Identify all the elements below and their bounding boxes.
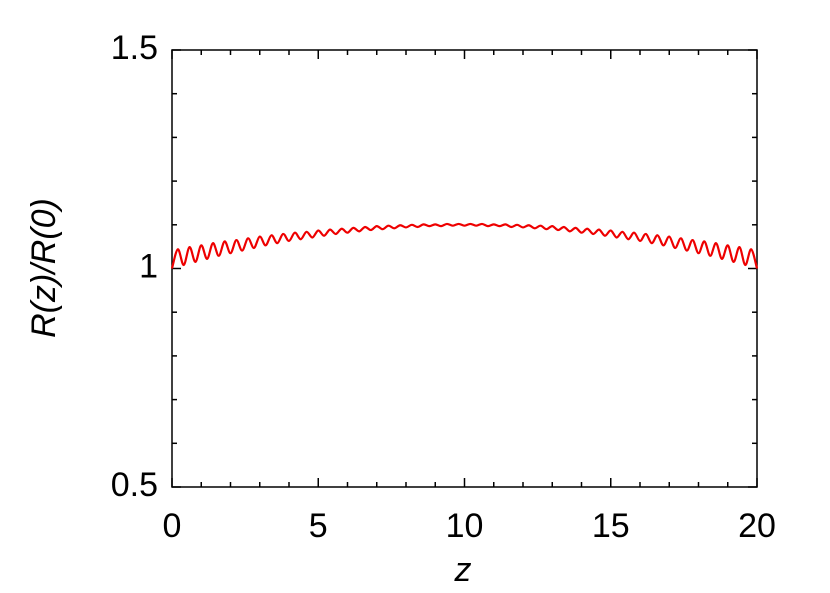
y-axis-label: R(z)/R(0)	[25, 198, 63, 338]
x-tick-label: 20	[738, 507, 776, 545]
data-line	[170, 222, 759, 269]
x-tick-label: 15	[592, 507, 630, 545]
x-axis-label: z	[454, 551, 472, 589]
x-tick-label: 10	[446, 507, 484, 545]
y-tick-label: 1	[139, 247, 158, 285]
y-tick-label: 1.5	[111, 29, 158, 67]
x-tick-label: 5	[309, 507, 328, 545]
y-tick-label: 0.5	[111, 466, 158, 504]
x-tick-label: 0	[163, 507, 182, 545]
plot-frame	[171, 49, 758, 488]
